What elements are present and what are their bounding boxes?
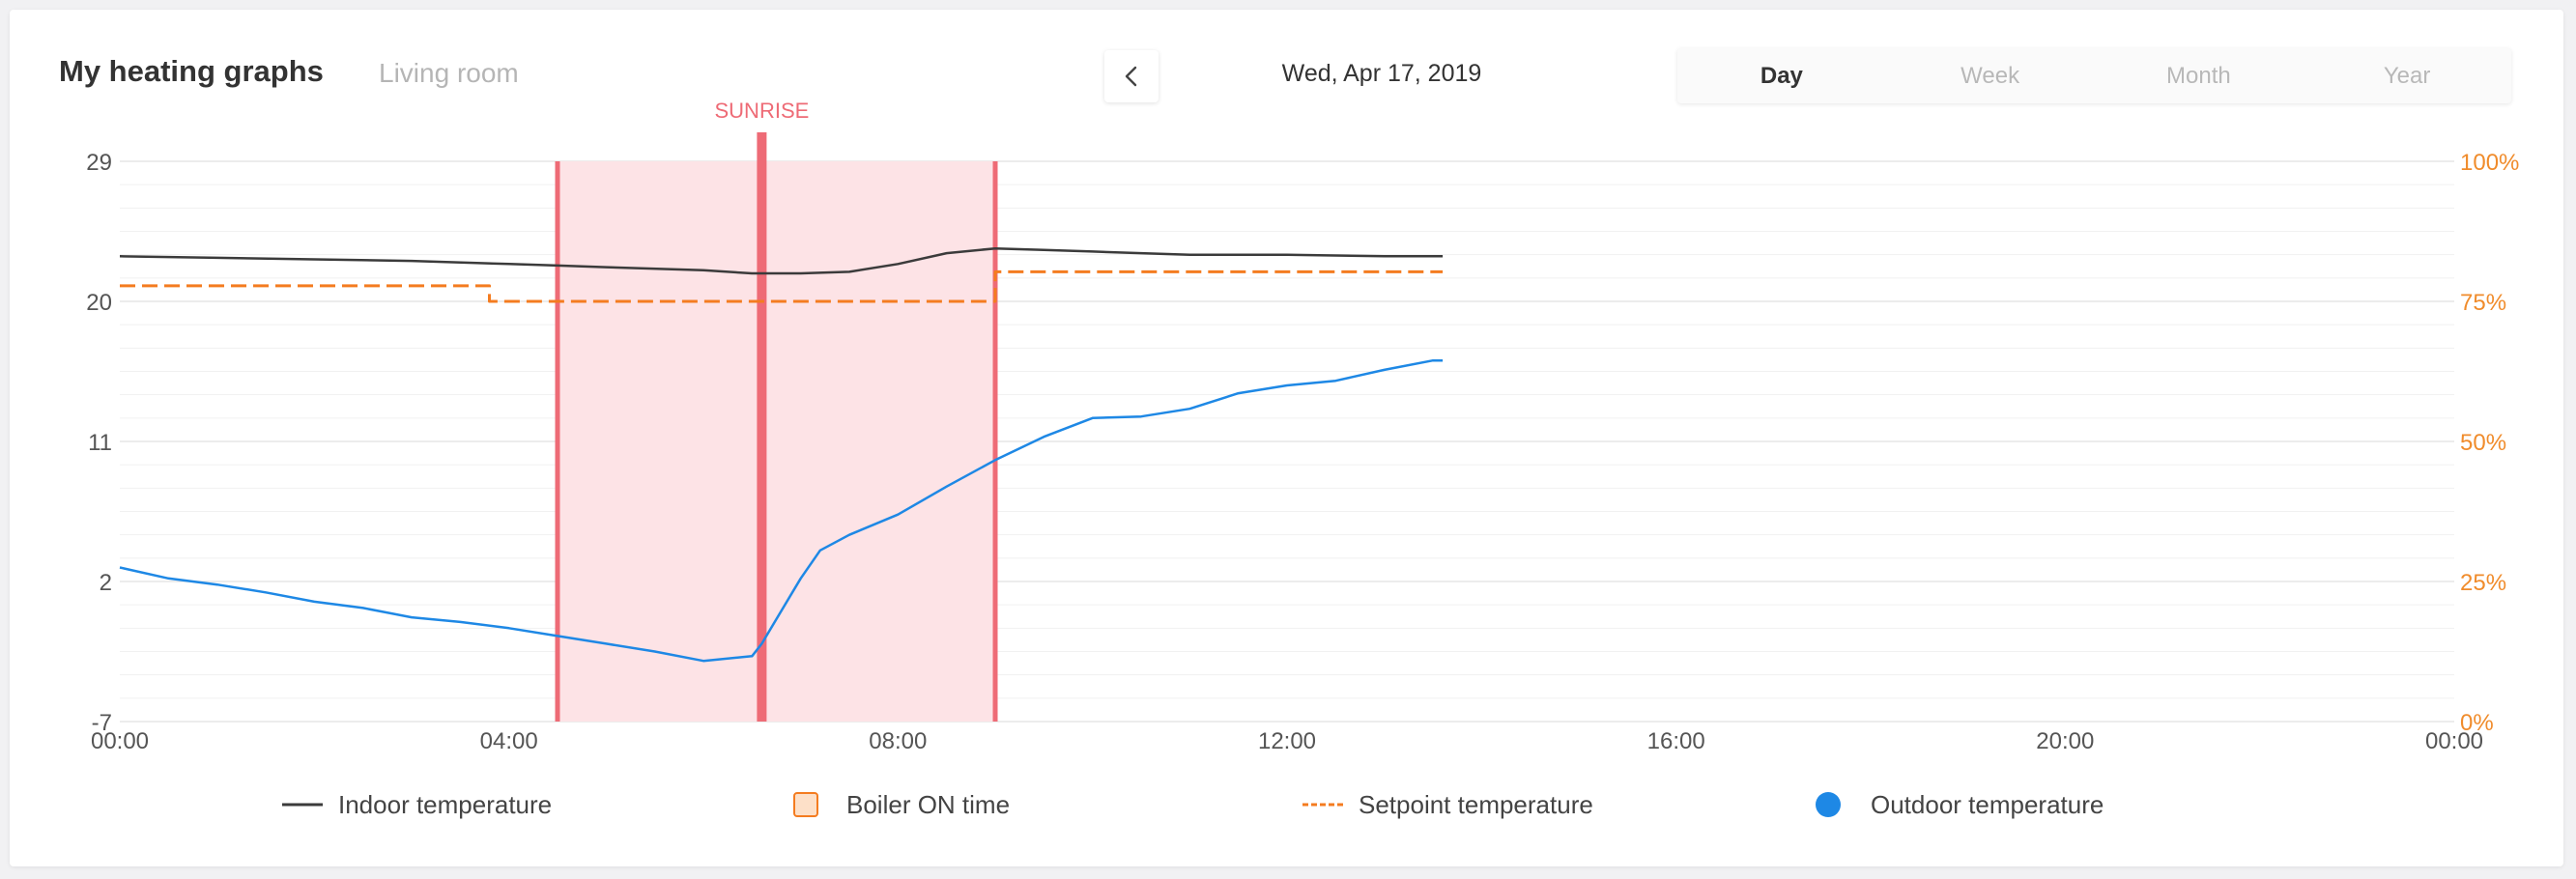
y-tick-label: 11 (88, 430, 112, 456)
legend-setpoint-label: Setpoint temperature (1359, 789, 1593, 819)
y-tick-label: 20 (86, 290, 112, 316)
tab-day[interactable]: Day (1760, 62, 1803, 89)
indoor-line-swatch (282, 803, 323, 807)
legend-indoor-label: Indoor temperature (338, 789, 553, 819)
heating-graph-card (10, 10, 2563, 866)
range-tabs: Day Week Month Year (1677, 48, 2511, 103)
x-tick-label: 12:00 (1258, 728, 1316, 754)
y-tick-label: -7 (92, 710, 112, 736)
boiler-on-band (558, 161, 995, 722)
tab-year[interactable]: Year (2383, 62, 2431, 89)
y2-tick-label: 0% (2460, 710, 2494, 736)
outdoor-temperature-line (119, 358, 1444, 663)
x-tick-label: 00:00 (2425, 728, 2483, 754)
x-tick-label: 04:00 (480, 728, 538, 754)
tab-month[interactable]: Month (2166, 62, 2231, 89)
legend-outdoor-label: Outdoor temperature (1871, 789, 2104, 819)
tab-week[interactable]: Week (1961, 62, 2020, 89)
y2-tick-label: 25% (2460, 570, 2506, 596)
previous-day-button[interactable] (1104, 50, 1159, 102)
chevron-left-icon (1125, 66, 1137, 87)
setpoint-dash-swatch (1302, 803, 1343, 807)
x-tick-label: 08:00 (869, 728, 927, 754)
legend-boiler-label: Boiler ON time (846, 789, 1011, 819)
current-date: Wed, Apr 17, 2019 (1281, 60, 1482, 87)
indoor-temperature-line (119, 246, 1444, 275)
y2-tick-label: 75% (2460, 290, 2506, 316)
page-title: My heating graphs (59, 54, 324, 88)
legend-indoor: Indoor temperature (282, 790, 552, 819)
sunrise-label: SUNRISE (715, 99, 810, 123)
y2-tick-label: 50% (2460, 430, 2506, 456)
legend-outdoor: Outdoor temperature (1815, 790, 2104, 819)
x-tick-label: 20:00 (2036, 728, 2094, 754)
y2-tick-label: 100% (2460, 150, 2519, 176)
y-tick-label: 29 (86, 150, 112, 176)
y-tick-label: 2 (100, 570, 112, 596)
boiler-square-swatch (793, 792, 818, 817)
outdoor-dot-swatch (1816, 792, 1841, 817)
room-name: Living room (379, 58, 519, 88)
x-tick-label: 00:00 (91, 728, 149, 754)
legend-setpoint: Setpoint temperature (1302, 790, 1593, 819)
legend-boiler: Boiler ON time (792, 790, 1010, 819)
x-tick-label: 16:00 (1647, 728, 1705, 754)
